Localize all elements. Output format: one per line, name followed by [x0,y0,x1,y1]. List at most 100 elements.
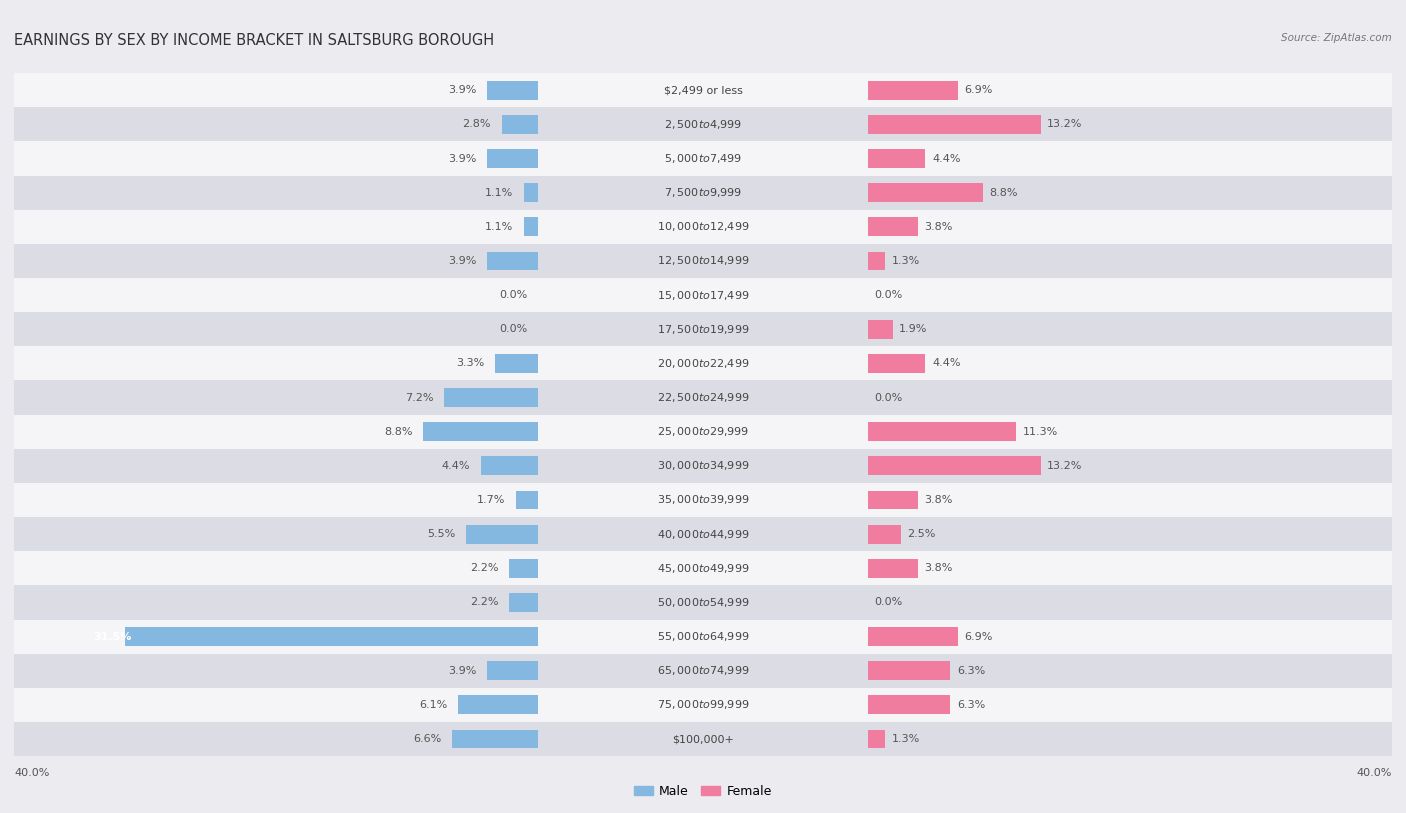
Bar [0,620,1406,654]
Bar [0,415,1406,449]
Text: 4.4%: 4.4% [932,154,960,163]
Bar [0,654,1406,688]
Text: 3.3%: 3.3% [457,359,485,368]
Bar [868,695,950,715]
Text: 1.1%: 1.1% [485,188,513,198]
Text: 6.3%: 6.3% [957,666,986,676]
Text: $100,000+: $100,000+ [672,734,734,744]
Bar [0,585,1406,620]
Bar [0,107,1406,141]
Text: $40,000 to $44,999: $40,000 to $44,999 [657,528,749,541]
Bar [486,251,538,271]
Bar [868,422,1015,441]
Bar [0,141,1406,176]
Bar [444,388,538,407]
Text: EARNINGS BY SEX BY INCOME BRACKET IN SALTSBURG BOROUGH: EARNINGS BY SEX BY INCOME BRACKET IN SAL… [14,33,494,47]
Text: 1.9%: 1.9% [900,324,928,334]
Text: 3.8%: 3.8% [924,563,952,573]
Text: $15,000 to $17,499: $15,000 to $17,499 [657,289,749,302]
Bar [0,73,1406,107]
Bar [0,176,1406,210]
Text: $50,000 to $54,999: $50,000 to $54,999 [657,596,749,609]
Bar [868,627,957,646]
Text: Source: ZipAtlas.com: Source: ZipAtlas.com [1281,33,1392,42]
Bar [509,593,538,612]
Bar [868,80,957,100]
Bar [0,312,1406,346]
Text: 3.9%: 3.9% [449,85,477,95]
Bar [868,354,925,373]
Bar [458,695,538,715]
Bar [0,210,1406,244]
Bar [868,115,1040,134]
Text: 0.0%: 0.0% [875,290,903,300]
Bar [0,346,1406,380]
Text: 0.0%: 0.0% [499,290,527,300]
Text: 6.3%: 6.3% [957,700,986,710]
Text: 3.9%: 3.9% [449,666,477,676]
Bar [0,551,1406,585]
Bar [516,490,538,510]
Bar [0,585,1406,620]
Bar [0,244,1406,278]
Bar [868,217,918,237]
Bar [125,627,538,646]
Bar [502,115,538,134]
Bar [0,244,1406,278]
Bar [0,688,1406,722]
Text: 0.0%: 0.0% [875,393,903,402]
Bar [0,483,1406,517]
Text: 2.2%: 2.2% [471,563,499,573]
Bar [0,722,1406,756]
Text: 40.0%: 40.0% [14,768,49,778]
Bar [0,346,1406,380]
Text: 6.6%: 6.6% [413,734,441,744]
Bar [0,449,1406,483]
Bar [0,654,1406,688]
Text: $22,500 to $24,999: $22,500 to $24,999 [657,391,749,404]
Bar [0,517,1406,551]
Bar [0,346,1406,380]
Bar [868,456,1040,476]
Text: $5,000 to $7,499: $5,000 to $7,499 [664,152,742,165]
Legend: Male, Female: Male, Female [630,780,776,802]
Text: 1.1%: 1.1% [485,222,513,232]
Text: 6.1%: 6.1% [419,700,449,710]
Bar [0,278,1406,312]
Bar [495,354,538,373]
Bar [0,585,1406,620]
Text: 1.7%: 1.7% [477,495,506,505]
Bar [868,524,900,544]
Bar [481,456,538,476]
Bar [486,80,538,100]
Bar [0,380,1406,415]
Text: $65,000 to $74,999: $65,000 to $74,999 [657,664,749,677]
Text: 4.4%: 4.4% [932,359,960,368]
Bar [0,449,1406,483]
Text: $10,000 to $12,499: $10,000 to $12,499 [657,220,749,233]
Text: $12,500 to $14,999: $12,500 to $14,999 [657,254,749,267]
Bar [0,210,1406,244]
Bar [0,107,1406,141]
Bar [0,688,1406,722]
Text: 2.2%: 2.2% [471,598,499,607]
Bar [486,661,538,680]
Text: 13.2%: 13.2% [1047,461,1083,471]
Bar [524,217,538,237]
Bar [0,722,1406,756]
Bar [0,620,1406,654]
Bar [0,312,1406,346]
Text: 8.8%: 8.8% [384,427,412,437]
Bar [509,559,538,578]
Bar [524,183,538,202]
Text: 5.5%: 5.5% [427,529,456,539]
Text: 7.2%: 7.2% [405,393,433,402]
Bar [868,320,893,339]
Bar [0,278,1406,312]
Bar [0,517,1406,551]
Bar [0,244,1406,278]
Bar [868,661,950,680]
Bar [868,149,925,168]
Bar [0,312,1406,346]
Bar [0,483,1406,517]
